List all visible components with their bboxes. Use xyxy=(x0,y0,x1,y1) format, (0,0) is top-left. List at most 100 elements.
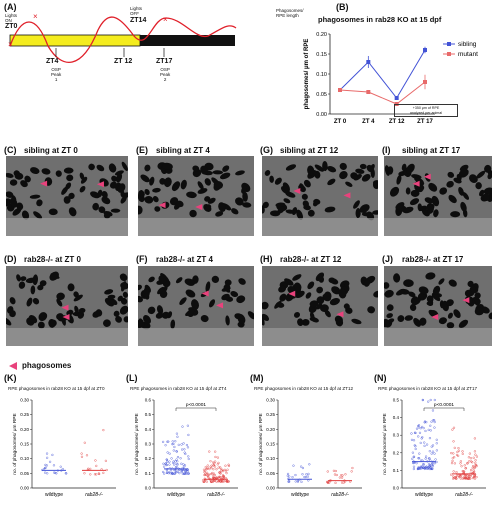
melanosome xyxy=(77,311,85,319)
melanosome xyxy=(475,298,481,306)
melanosome xyxy=(384,282,390,289)
melanosome xyxy=(117,295,123,302)
scatter-point xyxy=(431,467,434,470)
scatter-point xyxy=(187,433,190,437)
scatter-point xyxy=(424,455,428,458)
melanosome xyxy=(387,166,394,175)
scatter-point xyxy=(216,456,219,459)
melanosome xyxy=(73,294,83,302)
melanosome xyxy=(327,178,336,186)
y-tick-label: 0.30 xyxy=(20,398,29,403)
scatter-point xyxy=(46,472,49,475)
scatter-point xyxy=(421,425,424,429)
melanosome xyxy=(419,317,427,326)
melanosome xyxy=(447,312,453,319)
scatter-point xyxy=(463,474,466,477)
group-label: rab28-/- xyxy=(331,492,349,498)
scatter-point xyxy=(428,467,431,471)
phagosome-arrow xyxy=(336,311,344,318)
legend-marker xyxy=(447,52,451,56)
y-tick-label: 0.10 xyxy=(266,456,275,461)
scatter-point xyxy=(182,463,185,466)
scatter-point xyxy=(95,464,98,468)
scatter-point xyxy=(475,455,479,458)
melanosome xyxy=(339,162,347,170)
light-period-bar xyxy=(9,34,141,47)
scatter-point xyxy=(211,471,214,475)
scatter-point xyxy=(471,465,475,468)
legend-label: sibling xyxy=(458,41,477,48)
osp-peak-1-line3: 1 xyxy=(54,77,58,82)
phagosome-arrow xyxy=(216,302,224,309)
scatter-point xyxy=(214,455,217,459)
melanosome xyxy=(474,292,481,299)
melanosome xyxy=(208,299,216,308)
melanosome xyxy=(425,272,436,280)
melanosome xyxy=(161,311,170,319)
melanosome xyxy=(95,309,103,317)
scatter-point xyxy=(210,480,213,483)
scatter-point xyxy=(175,462,178,466)
melanosome xyxy=(326,166,337,173)
scatter-point xyxy=(183,472,186,475)
scatter-point xyxy=(433,462,437,465)
melanosome xyxy=(386,313,393,319)
melanosome xyxy=(221,293,230,301)
scatter-point xyxy=(410,432,413,435)
scatter-point xyxy=(430,463,433,466)
scatter-point xyxy=(417,435,420,438)
scatter-point xyxy=(286,474,289,477)
scatter-point xyxy=(301,473,304,476)
melanosome xyxy=(345,181,353,187)
micrograph-title: sibling at ZT 4 xyxy=(156,146,210,155)
melanosome xyxy=(121,161,128,171)
melanosome xyxy=(63,196,71,204)
melanosome xyxy=(37,321,45,329)
micrograph-svg xyxy=(384,163,492,236)
scatter-point xyxy=(224,464,227,467)
melanosome xyxy=(316,296,325,305)
phagosome-arrow-legend-icon xyxy=(9,362,17,370)
x-tick-label: ZT 12 xyxy=(389,119,405,125)
melanosome xyxy=(431,195,440,207)
micrograph-title: sibling at ZT 12 xyxy=(280,146,339,155)
melanosome xyxy=(410,189,420,197)
melanosome xyxy=(401,163,407,172)
y-tick-label: 0.15 xyxy=(20,442,29,447)
melanosome xyxy=(324,206,336,213)
scatter-point xyxy=(471,461,474,464)
micrograph-svg xyxy=(6,161,128,236)
melanosome xyxy=(287,285,296,294)
scatter-point xyxy=(176,460,179,463)
melanosome xyxy=(293,282,302,292)
scatter-point xyxy=(52,464,56,467)
panel-b-title: phagosomes in rab28 KO at 15 dpf xyxy=(318,15,442,24)
melanosome xyxy=(56,292,65,301)
scatter-point xyxy=(351,466,354,470)
scatter-panel-label: (N) xyxy=(374,373,387,383)
y-tick-label: 0.15 xyxy=(266,442,275,447)
melanosome xyxy=(328,277,336,284)
y-tick-label: 0.00 xyxy=(266,486,275,491)
melanosome xyxy=(180,179,187,190)
scatter-point xyxy=(429,429,432,432)
phagosome-arrow xyxy=(61,304,69,311)
y-tick-label: 0.00 xyxy=(20,486,29,491)
melanosome xyxy=(405,187,411,195)
scatter-point xyxy=(174,440,177,443)
melanosome xyxy=(32,297,40,305)
scatter-point xyxy=(222,480,225,483)
scatter-point xyxy=(176,470,180,473)
micrograph-image xyxy=(138,156,254,236)
scatter-point xyxy=(414,447,417,451)
melanosome xyxy=(120,297,128,305)
melanosome xyxy=(428,299,434,306)
micrograph-svg xyxy=(384,272,492,346)
rpe-layer xyxy=(6,218,128,236)
melanosome xyxy=(114,170,124,176)
melanosome xyxy=(309,312,315,320)
melanosome xyxy=(6,317,12,326)
melanosome xyxy=(138,318,145,328)
melanosome xyxy=(458,168,469,178)
peak-x-2: × xyxy=(33,12,38,21)
